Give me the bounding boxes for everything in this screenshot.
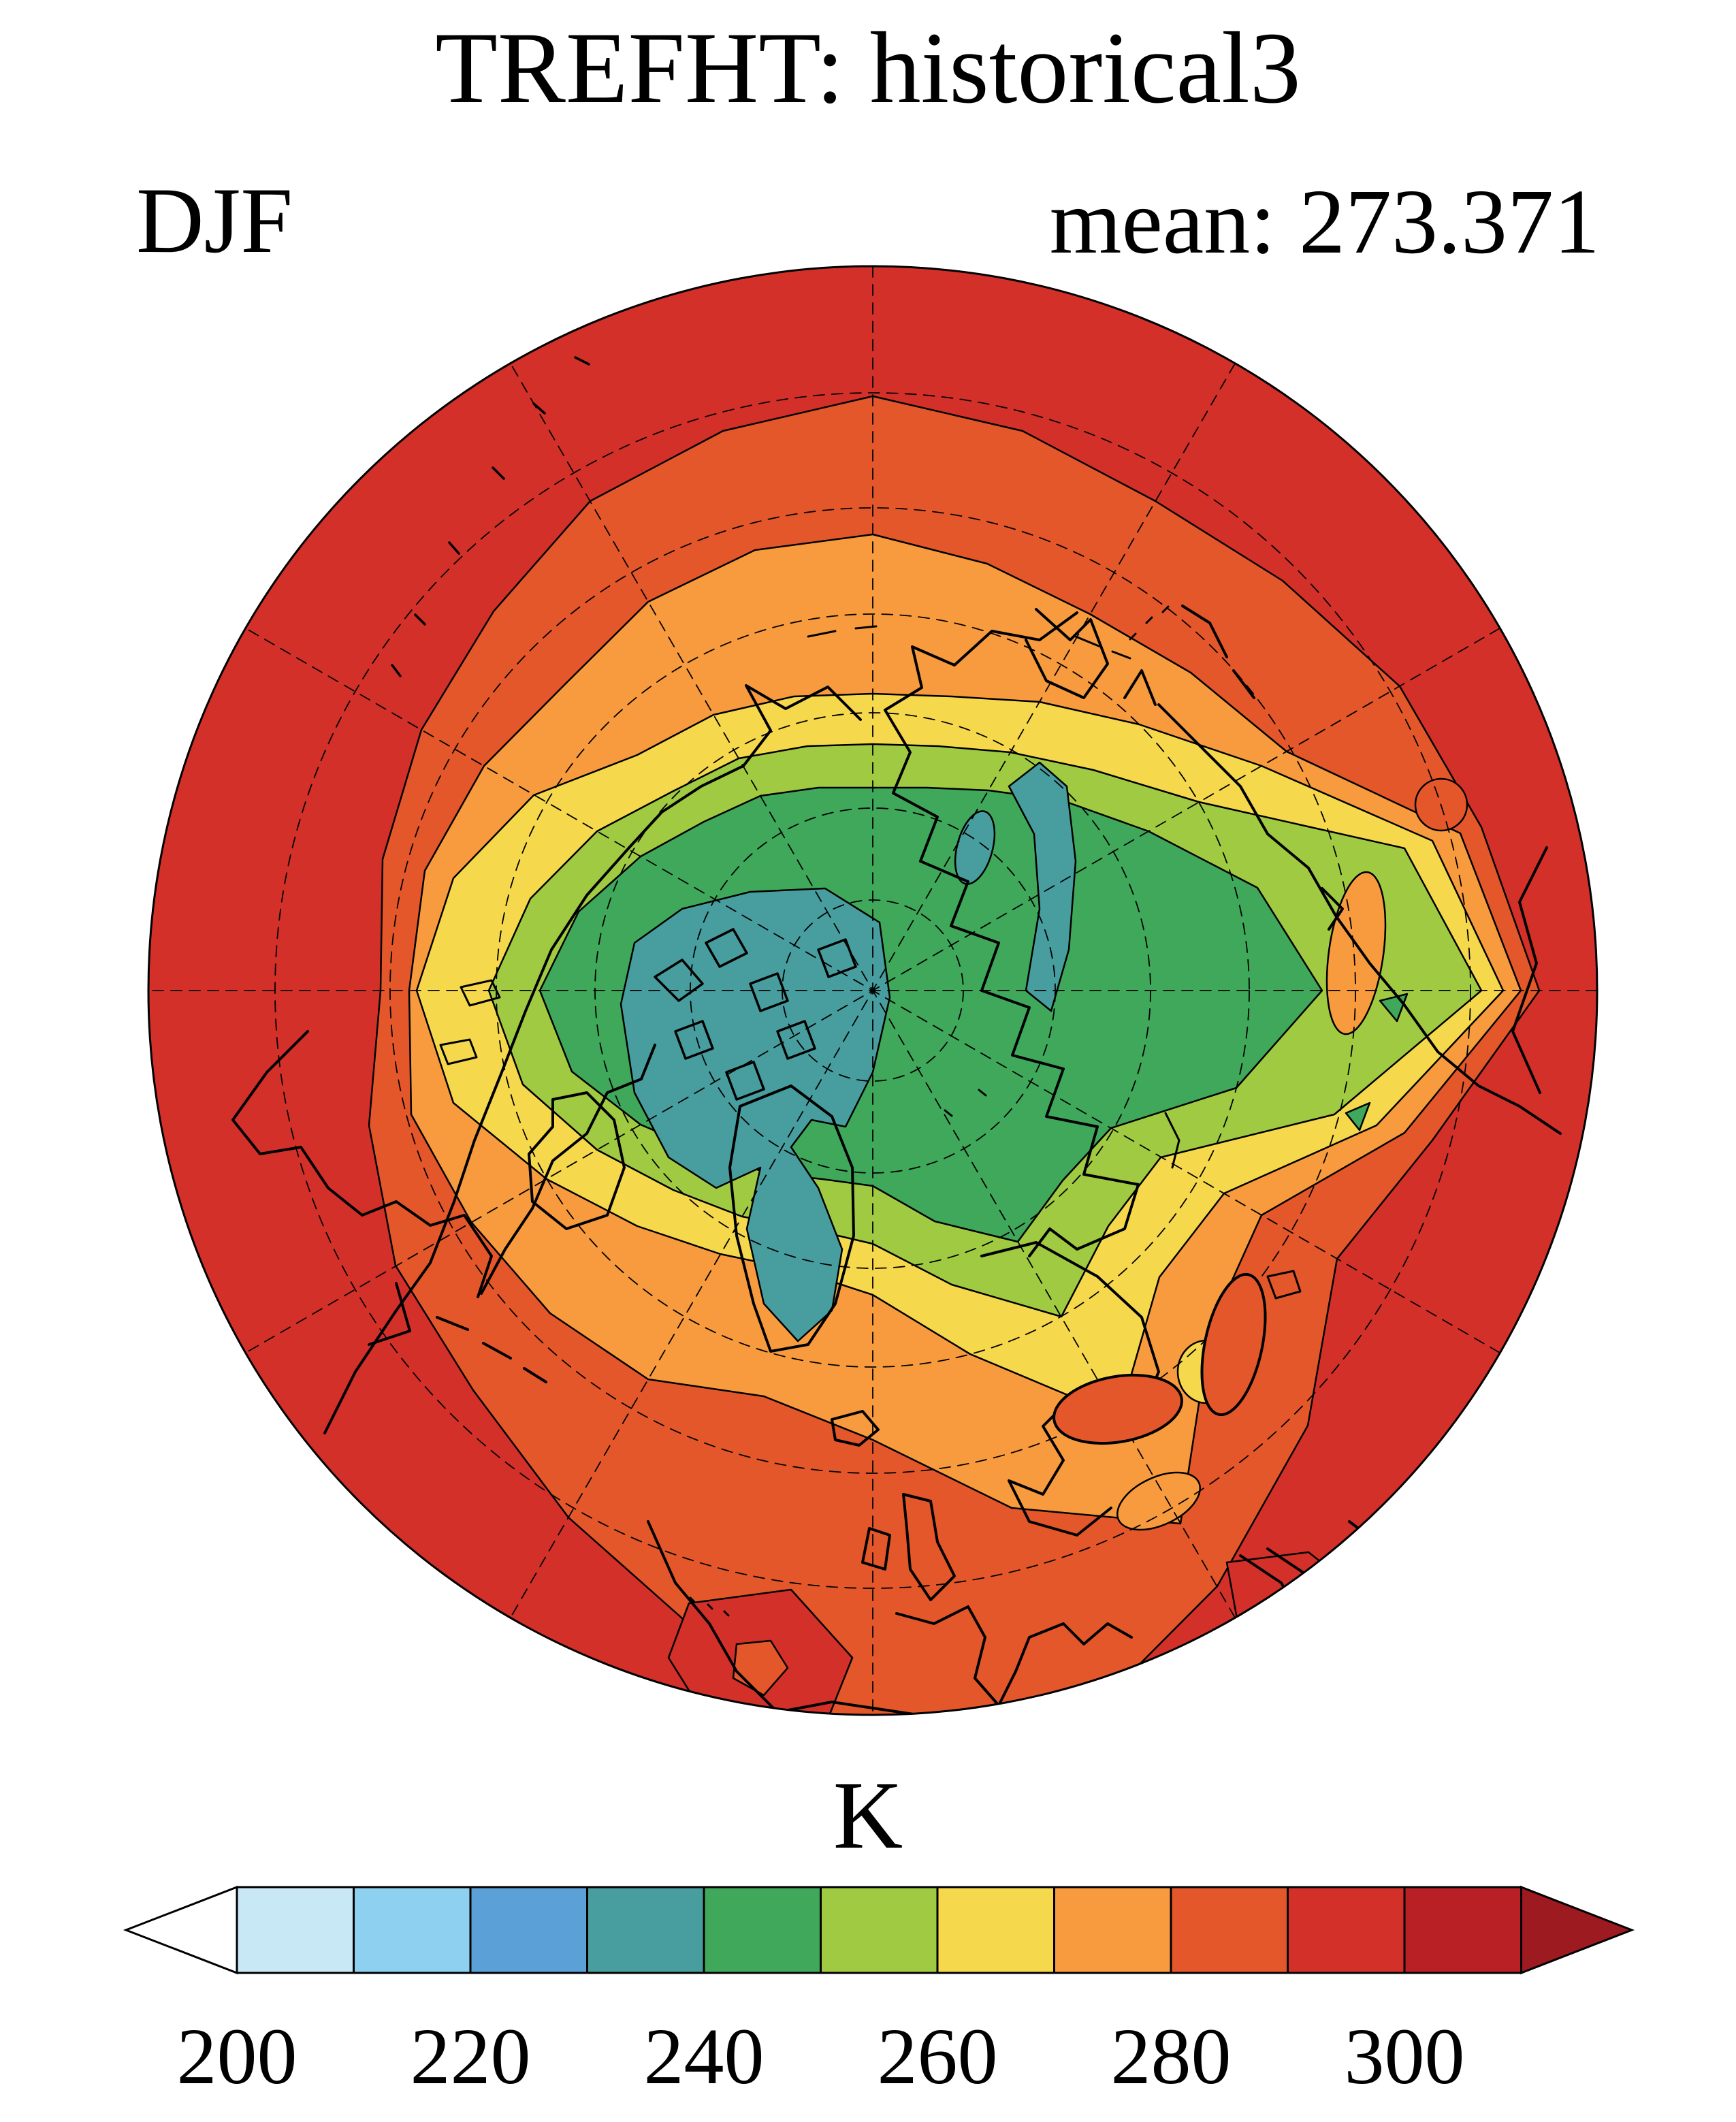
coast-gulf-of-mexico: [231, 1030, 493, 1298]
page-title: TREFHT: historical3: [435, 12, 1301, 125]
colorbar-left-arrow: [123, 1885, 238, 1975]
svalbard-islands: [944, 1089, 987, 1117]
coast-siberia-north: [884, 709, 1140, 1257]
lake-baikal: [1164, 1112, 1180, 1169]
coast-alaska-west-america: [323, 684, 862, 1434]
colorbar-unit-label: K: [833, 1761, 903, 1869]
coast-chukotka: [884, 611, 1078, 711]
season-label: DJF: [136, 168, 293, 272]
colorbar-tick-200: 200: [177, 2012, 298, 2101]
colorbar-box-230-240: [586, 1886, 705, 1974]
colorbar-box-300-310: [1403, 1886, 1522, 1974]
coast-europe-mediterranean: [895, 1605, 1133, 1707]
kuril-islands: [1129, 605, 1170, 641]
aral-sea: [1266, 1270, 1302, 1300]
temperature-map: [147, 265, 1598, 1716]
colorbar-box-210-220: [353, 1886, 472, 1974]
colorbar: 200 220 240 260 280 300: [123, 1885, 1635, 2101]
colorbar-box-240-250: [703, 1886, 822, 1974]
black-sea: [1052, 1373, 1183, 1445]
caspian-sea: [1200, 1272, 1267, 1417]
aleutian-islands: [807, 625, 1131, 660]
colorbar-tick-280: 280: [1111, 2012, 1232, 2101]
orange-spot-anatolia: [1116, 1471, 1201, 1531]
colorbar-tick-260: 260: [878, 2012, 998, 2101]
colorbar-tick-240: 240: [644, 2012, 765, 2101]
contour-band-230-240-arctic: [620, 887, 891, 1343]
coast-iceland: [831, 1410, 880, 1447]
coast-kamchatka-okhotsk: [1025, 608, 1157, 706]
green-islets: [1345, 993, 1409, 1131]
coast-japan: [1181, 605, 1255, 699]
hudson-bay: [528, 1091, 626, 1230]
colorbar-box-270-280: [1053, 1886, 1172, 1974]
coast-british-isles: [861, 1493, 956, 1601]
contour-band-230-240-siberia: [1008, 761, 1077, 1012]
arctic-archipelago-islands: [654, 928, 857, 1101]
colorbar-box-220-230: [469, 1886, 588, 1974]
coast-south-asia: [1511, 846, 1548, 1094]
coast-greenland: [728, 1084, 855, 1353]
hawaiian-island-chain: [391, 356, 590, 677]
colorbar-right-arrow: [1520, 1885, 1635, 1975]
colorbar-tick-300: 300: [1345, 2012, 1465, 2101]
mean-label: mean: 273.371: [1049, 171, 1600, 273]
coast-us-east: [480, 1044, 656, 1295]
colorbar-box-290-300: [1287, 1886, 1406, 1974]
canary-islands: [689, 1596, 730, 1617]
canadian-lakes: [439, 979, 501, 1065]
colorbar-box-200-210: [236, 1886, 355, 1974]
map-boundary-circle: [147, 265, 1598, 1716]
coast-caribbean-islands: [436, 1316, 547, 1383]
colorbar-box-260-270: [936, 1886, 1055, 1974]
colorbar-box-250-260: [820, 1886, 939, 1974]
red-patch-arabia: [1225, 1551, 1398, 1700]
colorbar-box-280-290: [1170, 1886, 1289, 1974]
coast-east-asia: [1157, 703, 1562, 1135]
colorbar-tick-220: 220: [411, 2012, 531, 2101]
coast-yucatan: [368, 1282, 411, 1346]
